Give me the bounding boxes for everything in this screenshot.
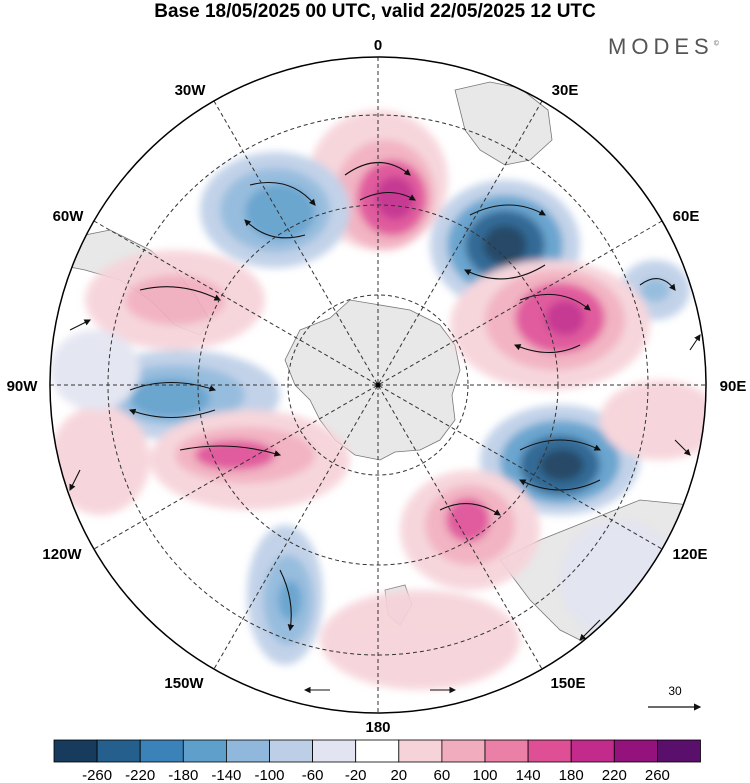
brand-mark: © xyxy=(713,40,719,48)
colorbar-tick-label: 60 xyxy=(434,767,451,783)
graticule xyxy=(50,57,706,713)
colorbar-swatch xyxy=(312,739,357,763)
colorbar: -260 -220 -180 -140 -100 -60 -20 20 60 100 140 180 2… xyxy=(53,739,701,783)
colorbar-swatch xyxy=(613,739,658,763)
colorbar-swatch xyxy=(182,739,227,763)
colorbar-tick-label: -20 xyxy=(345,767,367,783)
colorbar-tick-label: -140 xyxy=(211,767,241,783)
brand-name: MODES xyxy=(608,34,714,59)
lon-label-120w: 120W xyxy=(42,546,82,563)
colorbar-tick-label: -220 xyxy=(125,767,155,783)
lon-label-30e: 30E xyxy=(552,82,579,99)
brand-logo: MODES© xyxy=(608,34,719,60)
colorbar-swatch xyxy=(53,739,98,763)
lon-label-60w: 60W xyxy=(53,208,85,225)
lon-label-90w: 90W xyxy=(7,378,39,395)
south-pole-marker xyxy=(375,382,381,388)
colorbar-swatch xyxy=(657,739,701,763)
colorbar-swatch xyxy=(484,739,529,763)
colorbar-swatch xyxy=(139,739,184,763)
colorbar-tick-label: 100 xyxy=(472,767,497,783)
map-title: Base 18/05/2025 00 UTC, valid 22/05/2025… xyxy=(154,1,596,22)
colorbar-tick-label: 260 xyxy=(645,767,670,783)
lon-label-180: 180 xyxy=(365,719,390,736)
map-border xyxy=(49,56,707,714)
antarctica-land xyxy=(284,299,461,461)
lon-label-90e: 90E xyxy=(720,378,747,395)
colorbar-tick-label: -260 xyxy=(82,767,112,783)
colorbar-tick-label: -60 xyxy=(302,767,324,783)
colorbar-swatch xyxy=(96,739,141,763)
colorbar-swatch xyxy=(225,739,270,763)
colorbar-swatch xyxy=(527,739,572,763)
colorbar-swatch xyxy=(441,739,486,763)
colorbar-swatch xyxy=(398,739,443,763)
colorbar-tick-label: 180 xyxy=(559,767,584,783)
colorbar-swatch xyxy=(355,739,400,763)
lon-label-120e: 120E xyxy=(672,546,707,563)
lon-label-150e: 150E xyxy=(550,675,585,692)
map-disk xyxy=(50,57,706,713)
africa-land xyxy=(454,81,553,166)
colorbar-tick-label: -180 xyxy=(168,767,198,783)
colorbar-tick-label: 20 xyxy=(390,767,407,783)
colorbar-swatch xyxy=(269,739,313,763)
colorbar-tick-label: 220 xyxy=(602,767,627,783)
colorbar-tick-label: -100 xyxy=(254,767,284,783)
lon-label-0: 0 xyxy=(374,37,382,54)
reference-vector-label: 30 xyxy=(668,684,682,698)
lon-label-30w: 30W xyxy=(175,82,207,99)
colorbar-tick-label: 140 xyxy=(516,767,541,783)
colorbar-swatch xyxy=(570,739,615,763)
lon-label-60e: 60E xyxy=(673,208,700,225)
wind-vectors xyxy=(69,114,701,694)
lon-label-150w: 150W xyxy=(164,675,204,692)
